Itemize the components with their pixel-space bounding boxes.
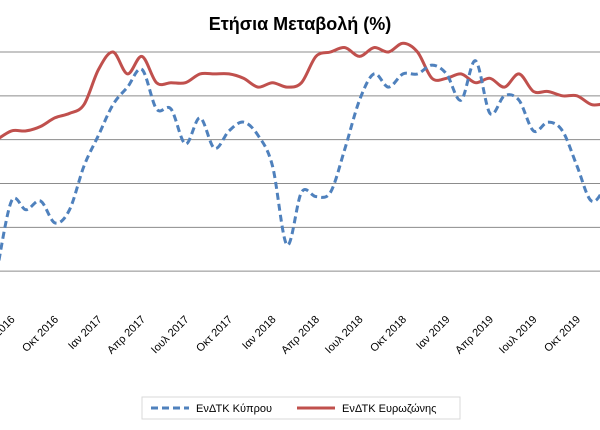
legend: ΕνΔΤΚ Κύπρου ΕνΔΤΚ Ευρωζώνης bbox=[141, 396, 461, 420]
series-layer bbox=[0, 41, 600, 264]
x-tick-label: Ιουλ 2016 bbox=[0, 314, 18, 357]
x-tick-label: Ιαν 2018 bbox=[240, 314, 279, 353]
x-tick-label: Ιαν 2019 bbox=[414, 314, 453, 353]
x-tick-label: Οκτ 2016 bbox=[20, 314, 61, 355]
x-tick-label: Απρ 2018 bbox=[279, 314, 322, 357]
x-tick-label: Απρ 2019 bbox=[453, 314, 496, 357]
x-tick-label: Οκτ 2019 bbox=[542, 314, 583, 355]
x-tick-label: Οκτ 2018 bbox=[368, 314, 409, 355]
chart-title: Ετήσια Μεταβολή (%) bbox=[208, 14, 392, 34]
x-tick-label: Ιουλ 2017 bbox=[149, 314, 192, 357]
series-line-cyprus bbox=[0, 59, 600, 264]
legend-label-cyprus: ΕνΔΤΚ Κύπρου bbox=[196, 403, 272, 415]
x-tick-label: Ιαν 2017 bbox=[66, 314, 105, 353]
x-tick-label: Ιουλ 2018 bbox=[323, 314, 366, 357]
series-line-eurozone bbox=[0, 41, 600, 140]
legend-label-eurozone: ΕνΔΤΚ Ευρωζώνης bbox=[342, 403, 436, 415]
x-tick-label: Οκτ 2017 bbox=[194, 314, 235, 355]
x-tick-label: Απρ 2017 bbox=[105, 314, 148, 357]
x-tick-label: Ιουλ 2019 bbox=[497, 314, 540, 357]
gridlines bbox=[0, 51, 600, 272]
